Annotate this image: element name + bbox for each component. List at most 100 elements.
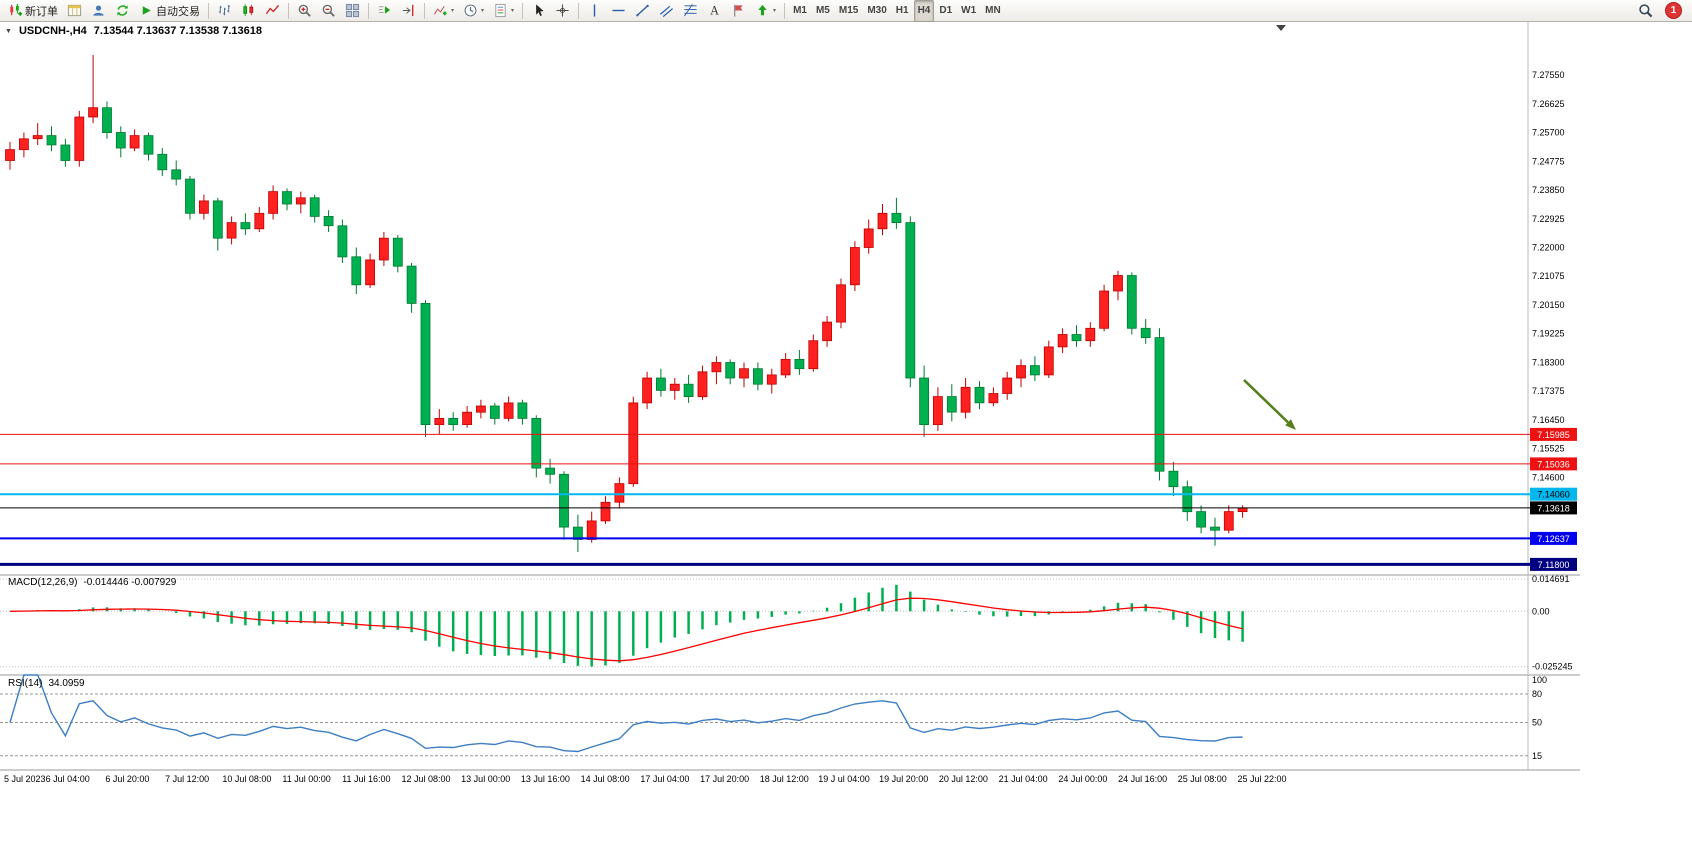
toolbar-separator xyxy=(578,2,580,19)
svg-text:100: 100 xyxy=(1532,675,1547,685)
svg-text:19 J ul 04:00: 19 J ul 04:00 xyxy=(818,774,870,784)
svg-text:7.23850: 7.23850 xyxy=(1532,185,1565,195)
svg-text:11 Jul 00:00: 11 Jul 00:00 xyxy=(282,774,330,784)
svg-text:7.13618: 7.13618 xyxy=(1537,503,1570,513)
svg-text:-0.025245: -0.025245 xyxy=(1532,662,1573,672)
rsi-value: 34.0959 xyxy=(48,678,85,689)
svg-text:17 Jul 20:00: 17 Jul 20:00 xyxy=(700,774,749,784)
auto-scroll-button[interactable] xyxy=(373,0,396,22)
candles-layer[interactable] xyxy=(5,54,1248,552)
timeframe-m30[interactable]: M30 xyxy=(867,5,887,16)
ohlc-values: 7.13544 7.13637 7.13538 7.13618 xyxy=(93,25,262,37)
line-chart-button[interactable] xyxy=(261,0,284,22)
svg-text:7.22925: 7.22925 xyxy=(1532,214,1565,224)
price-tag xyxy=(1530,427,1577,441)
arrows-button[interactable]: ▾ xyxy=(751,0,780,22)
trendline-button[interactable] xyxy=(631,0,654,22)
toolbar-separator xyxy=(522,2,524,19)
svg-text:15: 15 xyxy=(1532,751,1542,761)
svg-text:7.25700: 7.25700 xyxy=(1532,128,1565,138)
timeframe-h1[interactable]: H1 xyxy=(895,5,909,16)
svg-text:7.27550: 7.27550 xyxy=(1532,70,1565,80)
svg-text:7.22000: 7.22000 xyxy=(1532,243,1565,253)
timeframe-m15[interactable]: M15 xyxy=(838,5,859,16)
search-icon[interactable] xyxy=(1634,0,1657,22)
timeframe-mn[interactable]: MN xyxy=(985,5,1001,16)
panel-separators xyxy=(0,574,1580,771)
timeframe-m5[interactable]: M5 xyxy=(815,5,830,16)
svg-text:11 Jul 16:00: 11 Jul 16:00 xyxy=(342,774,390,784)
notification-badge[interactable]: 1 xyxy=(1665,2,1682,19)
chart-background xyxy=(0,22,1692,848)
label-button[interactable] xyxy=(727,0,750,22)
svg-text:18 Jul 12:00: 18 Jul 12:00 xyxy=(760,774,809,784)
zoom-in-button[interactable] xyxy=(293,0,316,22)
price-tag xyxy=(1530,487,1577,501)
arrow-annotation[interactable] xyxy=(1243,379,1296,430)
svg-text:7.15525: 7.15525 xyxy=(1532,444,1565,454)
svg-text:7.20150: 7.20150 xyxy=(1532,300,1565,310)
refresh-button[interactable] xyxy=(111,0,134,22)
rsi-label: RSI(14) 34.0959 xyxy=(8,678,85,689)
svg-text:6 Jul 04:00: 6 Jul 04:00 xyxy=(46,774,90,784)
macd-name: MACD(12,26,9) xyxy=(8,577,78,588)
price-tag xyxy=(1530,557,1577,571)
templates-button[interactable]: ▾ xyxy=(489,0,518,22)
horizontal-lines[interactable] xyxy=(0,433,1530,566)
chart-shift-marker[interactable] xyxy=(1276,25,1286,31)
rsi-line xyxy=(9,674,1243,753)
svg-text:14 Jul 08:00: 14 Jul 08:00 xyxy=(581,774,630,784)
channel-button[interactable] xyxy=(655,0,678,22)
chart-title: ▼ USDCNH-,H4 7.13544 7.13637 7.13538 7.1… xyxy=(5,25,262,37)
timeframe-h4[interactable]: H4 xyxy=(913,0,935,22)
svg-text:50: 50 xyxy=(1532,718,1542,728)
chevron-down-icon: ▾ xyxy=(451,8,455,14)
svg-text:7.15985: 7.15985 xyxy=(1537,430,1570,440)
current-price-tag xyxy=(1530,501,1577,515)
fibonacci-button[interactable] xyxy=(679,0,702,22)
oneclick-collapse-icon[interactable]: ▼ xyxy=(5,27,12,35)
text-button[interactable]: A xyxy=(703,0,726,22)
toolbar: 新订单 自动交易 ▾ ▾ ▾ A ▾ M1 M5 M15 M30 H1 H4 D1 W1 MN 1 xyxy=(0,0,1692,22)
auto-trading-button[interactable]: 自动交易 xyxy=(135,0,204,22)
svg-text:7.14060: 7.14060 xyxy=(1537,490,1570,500)
svg-text:24 Jul 16:00: 24 Jul 16:00 xyxy=(1118,774,1167,784)
periods-button[interactable]: ▾ xyxy=(459,0,488,22)
toolbar-separator xyxy=(424,2,425,19)
toolbar-separator xyxy=(288,2,289,19)
svg-text:19 Jul 20:00: 19 Jul 20:00 xyxy=(879,774,928,784)
rsi-name: RSI(14) xyxy=(8,678,43,689)
chevron-down-icon: ▾ xyxy=(773,8,777,14)
market-watch-button[interactable] xyxy=(63,0,86,22)
timeframe-w1[interactable]: W1 xyxy=(961,5,977,16)
rsi-panel: 100 80 50 15 xyxy=(0,674,1547,761)
svg-text:7.11800: 7.11800 xyxy=(1538,560,1570,570)
svg-text:7.26625: 7.26625 xyxy=(1532,99,1565,109)
new-order-button[interactable]: 新订单 xyxy=(4,0,62,22)
profile-button[interactable] xyxy=(87,0,110,22)
chart-shift-button[interactable] xyxy=(397,0,420,22)
price-tag xyxy=(1530,457,1577,471)
svg-text:7 Jul 12:00: 7 Jul 12:00 xyxy=(165,774,209,784)
svg-text:6 Jul 20:00: 6 Jul 20:00 xyxy=(105,774,149,784)
zoom-out-button[interactable] xyxy=(317,0,340,22)
candlestick-chart-button[interactable] xyxy=(237,0,260,22)
tile-windows-button[interactable] xyxy=(341,0,364,22)
chevron-down-icon: ▾ xyxy=(511,8,515,14)
svg-text:21 Jul 04:00: 21 Jul 04:00 xyxy=(999,774,1048,784)
crosshair-button[interactable] xyxy=(551,0,574,22)
toolbar-separator xyxy=(368,2,369,19)
timeframe-d1[interactable]: D1 xyxy=(939,5,953,16)
svg-text:7.19225: 7.19225 xyxy=(1532,329,1565,339)
horizontal-line-button[interactable] xyxy=(607,0,630,22)
indicators-button[interactable]: ▾ xyxy=(429,0,458,22)
bar-chart-button[interactable] xyxy=(213,0,236,22)
cursor-button[interactable] xyxy=(527,0,550,22)
svg-text:7.17375: 7.17375 xyxy=(1532,386,1565,396)
toolbar-separator xyxy=(784,2,786,19)
svg-text:7.21075: 7.21075 xyxy=(1532,271,1565,281)
vertical-line-button[interactable] xyxy=(583,0,606,22)
svg-text:25 Jul 22:00: 25 Jul 22:00 xyxy=(1237,774,1286,784)
timeframe-m1[interactable]: M1 xyxy=(793,5,807,16)
